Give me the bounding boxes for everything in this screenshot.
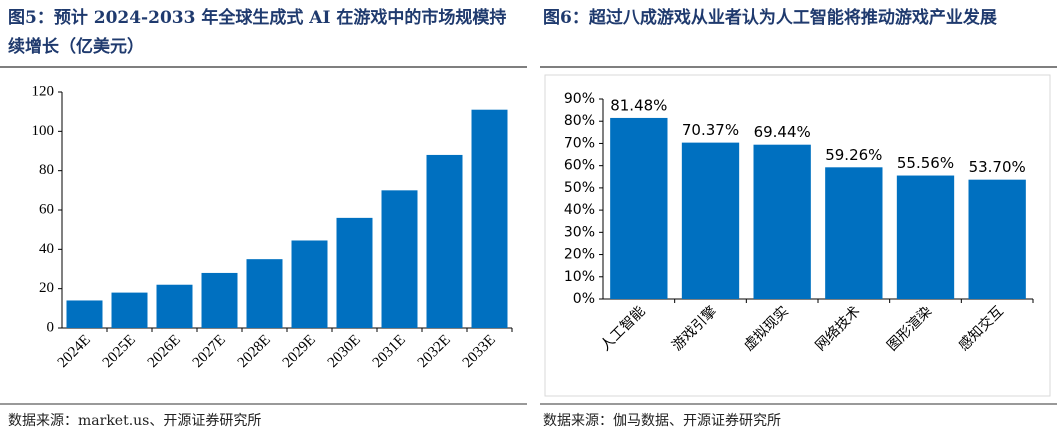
x-tick-label: 虚拟现实	[741, 303, 792, 354]
x-tick-label: 2026E	[145, 332, 184, 371]
x-tick-label: 2027E	[190, 332, 229, 371]
bar	[426, 154, 463, 328]
x-tick-label: 游戏引擎	[669, 303, 720, 354]
bar	[381, 190, 418, 328]
bar	[610, 117, 668, 299]
y-tick-label: 0%	[573, 291, 595, 307]
bar	[968, 179, 1026, 299]
y-tick-label: 70%	[564, 135, 595, 151]
y-tick-label: 40	[39, 241, 54, 257]
y-tick-label: 60	[39, 201, 54, 217]
chart-title: 图6：超过八成游戏从业者认为人工智能将推动游戏产业发展	[543, 8, 997, 28]
bar	[111, 292, 148, 328]
x-tick-label: 人工智能	[598, 303, 649, 354]
x-tick-label: 网络技术	[813, 303, 864, 354]
y-tick-label: 30%	[564, 224, 595, 240]
bar	[681, 142, 740, 299]
y-tick-label: 20%	[564, 247, 595, 263]
bar	[825, 167, 883, 299]
y-tick-label: 20	[39, 280, 54, 296]
bar	[291, 240, 328, 328]
y-tick-label: 60%	[564, 158, 595, 174]
bar	[896, 175, 955, 299]
y-tick-label: 10%	[564, 269, 595, 285]
x-tick-label: 2031E	[370, 332, 409, 371]
chart-frame	[544, 74, 1051, 397]
x-tick-label: 2032E	[415, 332, 454, 371]
y-tick-label: 40%	[564, 202, 595, 218]
value-label: 81.48%	[610, 96, 667, 114]
x-tick-label: 2030E	[325, 332, 364, 371]
x-tick-label: 2024E	[55, 332, 94, 371]
value-label: 53.70%	[969, 158, 1026, 176]
bar	[246, 259, 283, 328]
value-label: 59.26%	[825, 146, 882, 164]
bar	[753, 144, 811, 299]
y-tick-label: 90%	[564, 91, 595, 107]
bar	[156, 284, 193, 328]
y-tick-label: 80%	[564, 113, 595, 129]
x-tick-label: 感知交互	[955, 303, 1007, 355]
x-tick-label: 2025E	[100, 332, 139, 371]
source-note: 数据来源：伽马数据、开源证券研究所	[543, 413, 781, 429]
x-tick-label: 图形渲染	[884, 303, 935, 354]
x-tick-label: 2033E	[460, 332, 499, 371]
y-tick-label: 120	[32, 83, 55, 99]
y-tick-label: 0	[47, 319, 55, 335]
bar	[201, 272, 238, 328]
value-label: 55.56%	[897, 154, 954, 172]
x-tick-label: 2029E	[280, 332, 319, 371]
bar	[336, 217, 373, 328]
value-label: 69.44%	[754, 123, 811, 141]
y-tick-label: 100	[32, 123, 55, 139]
value-label: 70.37%	[682, 121, 739, 139]
bar	[66, 300, 103, 328]
y-tick-label: 50%	[564, 180, 595, 196]
y-tick-label: 80	[39, 162, 54, 178]
bar	[471, 109, 508, 328]
x-tick-label: 2028E	[235, 332, 274, 371]
chart-title: 图5：预计 2024-2033 年全球生成式 AI 在游戏中的市场规模持续增长（…	[8, 8, 507, 57]
source-note: 数据来源：market.us、开源证券研究所	[8, 413, 262, 429]
